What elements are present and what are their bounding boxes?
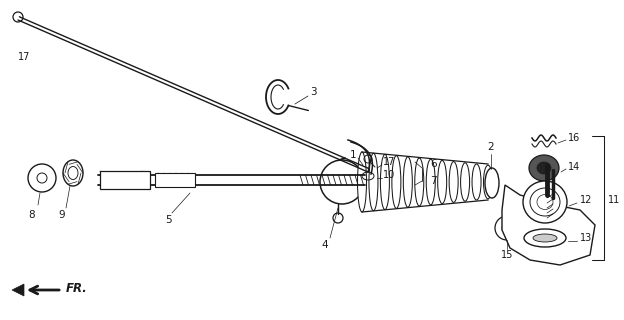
Text: 4: 4: [322, 240, 328, 250]
Ellipse shape: [358, 152, 366, 212]
Text: 8: 8: [29, 210, 36, 220]
Polygon shape: [12, 284, 24, 296]
Bar: [155, 173, 195, 187]
Ellipse shape: [68, 166, 78, 180]
Ellipse shape: [63, 160, 83, 186]
Text: 13: 13: [580, 233, 592, 243]
Ellipse shape: [392, 156, 401, 208]
Text: 9: 9: [59, 210, 66, 220]
Text: 12: 12: [580, 195, 592, 205]
Circle shape: [502, 223, 512, 233]
Circle shape: [320, 160, 364, 204]
Text: FR.: FR.: [66, 282, 88, 294]
Ellipse shape: [485, 168, 499, 198]
Circle shape: [495, 216, 519, 240]
Ellipse shape: [484, 165, 492, 199]
Text: 7: 7: [430, 176, 437, 186]
Text: 14: 14: [568, 162, 580, 172]
Text: 2: 2: [488, 142, 494, 152]
Ellipse shape: [537, 195, 553, 210]
Text: 17: 17: [18, 52, 31, 62]
Bar: [100, 171, 150, 189]
Ellipse shape: [537, 162, 551, 174]
Text: 11: 11: [608, 195, 620, 205]
Text: 16: 16: [568, 133, 580, 143]
Ellipse shape: [524, 229, 566, 247]
Ellipse shape: [523, 181, 567, 223]
Ellipse shape: [426, 159, 435, 205]
Text: 3: 3: [310, 87, 316, 97]
Text: 1: 1: [349, 150, 356, 160]
Text: 15: 15: [501, 250, 513, 260]
Ellipse shape: [369, 153, 378, 211]
Ellipse shape: [472, 164, 481, 200]
Ellipse shape: [415, 158, 424, 206]
Ellipse shape: [437, 160, 447, 204]
Text: 17: 17: [383, 157, 396, 167]
Ellipse shape: [381, 155, 389, 210]
Circle shape: [28, 164, 56, 192]
Ellipse shape: [449, 162, 458, 203]
Text: 6: 6: [430, 159, 437, 169]
Text: 5: 5: [165, 215, 172, 225]
Ellipse shape: [461, 163, 470, 201]
Ellipse shape: [529, 155, 559, 181]
Text: 10: 10: [383, 170, 395, 180]
Ellipse shape: [530, 188, 560, 216]
Circle shape: [37, 173, 47, 183]
Ellipse shape: [403, 157, 412, 207]
Polygon shape: [502, 185, 595, 265]
Ellipse shape: [533, 234, 557, 242]
